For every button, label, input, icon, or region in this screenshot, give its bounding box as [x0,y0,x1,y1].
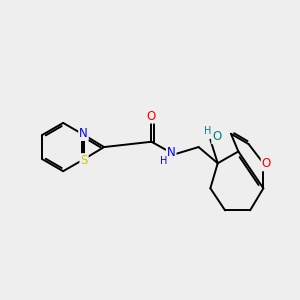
Text: N: N [79,127,88,140]
Text: S: S [80,154,88,167]
Text: H: H [204,127,212,136]
Text: O: O [147,110,156,123]
Text: N: N [167,146,176,159]
Text: O: O [262,157,271,170]
Text: O: O [212,130,221,143]
Text: H: H [160,156,167,166]
